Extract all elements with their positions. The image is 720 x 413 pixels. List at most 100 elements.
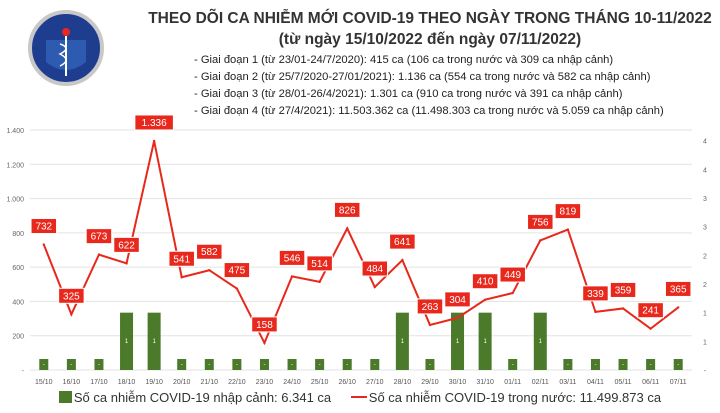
data-label-box xyxy=(278,249,306,266)
bar-imported xyxy=(177,359,187,370)
x-axis-tick: 18/10 xyxy=(118,379,136,386)
stage-2-summary: - Giai đoạn 2 (từ 25/7/2020-27/01/2021):… xyxy=(194,71,651,83)
data-label-box xyxy=(664,280,692,297)
line-point xyxy=(566,228,570,231)
bar-data-label: - xyxy=(650,362,652,368)
right-axis-tick: 1 xyxy=(703,339,707,346)
bar-data-label: 1 xyxy=(483,339,487,345)
bar-imported xyxy=(120,312,134,370)
line-data-label: 673 xyxy=(91,232,108,243)
bar-data-label: 1 xyxy=(539,339,543,345)
bar-imported xyxy=(39,359,49,370)
data-label-box xyxy=(30,218,58,235)
data-label-box xyxy=(306,255,333,272)
bar-imported xyxy=(147,312,161,370)
x-axis-tick: 22/10 xyxy=(228,379,246,386)
x-axis-tick: 17/10 xyxy=(90,379,108,386)
line-domestic xyxy=(42,140,679,346)
line-data-label: 325 xyxy=(63,291,80,302)
bar-data-label: 1 xyxy=(125,339,129,345)
line-point xyxy=(125,262,128,265)
x-axis-tick: 31/10 xyxy=(476,379,494,386)
data-label-box xyxy=(113,236,140,253)
line-data-label: 484 xyxy=(366,264,383,275)
line-data-label: 546 xyxy=(284,253,301,264)
bar-data-label: - xyxy=(319,362,321,368)
x-axis-tick: 03/11 xyxy=(559,379,576,386)
line-data-label: 359 xyxy=(615,285,632,296)
data-label-box xyxy=(389,233,416,250)
line-data-label: 732 xyxy=(35,222,52,233)
line-point xyxy=(152,139,156,143)
left-axis-tick: 800 xyxy=(12,231,24,238)
bar-data-label: 1 xyxy=(456,339,460,345)
line-point xyxy=(180,276,183,279)
data-label-box xyxy=(361,260,389,277)
bar-imported xyxy=(508,359,518,370)
x-axis-tick: 21/10 xyxy=(201,379,219,386)
data-label-box xyxy=(444,291,471,308)
line-point xyxy=(373,285,376,289)
right-axis-tick: 2 xyxy=(703,282,707,289)
x-axis-tick: 15/10 xyxy=(35,379,53,386)
line-point xyxy=(263,341,266,345)
x-axis-tick: 01/11 xyxy=(504,379,521,386)
data-label-box xyxy=(554,203,582,220)
bar-imported xyxy=(425,359,435,370)
data-label-box xyxy=(582,285,609,302)
chart-subtitle: (từ ngày 15/10/2022 đến ngày 07/11/2022) xyxy=(278,31,582,48)
bar-data-label: - xyxy=(291,362,293,368)
line-data-label: 819 xyxy=(560,207,577,218)
bar-data-label: - xyxy=(567,362,569,368)
bar-imported xyxy=(287,359,297,370)
x-axis-tick: 27/10 xyxy=(366,379,384,386)
stage-1-summary: - Giai đoạn 1 (từ 23/01-24/7/2020): 415 … xyxy=(194,54,614,66)
data-label-box xyxy=(637,302,664,319)
line-data-label: 304 xyxy=(449,295,466,306)
bar-imported xyxy=(66,359,76,370)
line-point xyxy=(290,275,294,278)
x-axis-tick: 02/11 xyxy=(532,379,549,386)
left-axis-tick: - xyxy=(22,368,25,375)
bar-data-label: - xyxy=(622,362,624,368)
x-axis-tick: 25/10 xyxy=(311,379,329,386)
line-data-label: 449 xyxy=(504,270,521,281)
legend-label-domestic: Số ca nhiễm COVID-19 trong nước: 11.499.… xyxy=(368,390,662,405)
x-axis-tick: 26/10 xyxy=(338,379,356,386)
bar-data-label: - xyxy=(512,362,514,368)
line-point xyxy=(677,306,680,309)
left-axis-tick: 1.000 xyxy=(6,197,24,204)
legend-line-swatch xyxy=(350,396,367,398)
bar-data-label: - xyxy=(43,362,45,368)
data-label-box xyxy=(527,213,554,230)
legend-label-imported: Số ca nhiễm COVID-19 nhập cảnh: 6.341 ca xyxy=(73,390,332,405)
data-label-box xyxy=(251,316,278,333)
stage-4-summary: - Giai đoạn 4 (từ 27/4/2021): 11.503.362… xyxy=(194,105,664,117)
bar-data-label: - xyxy=(208,362,210,368)
bar-data-label: - xyxy=(594,362,596,368)
line-point xyxy=(649,327,652,330)
line-point xyxy=(208,269,211,272)
line-data-label: 263 xyxy=(422,302,439,313)
ministry-of-health-logo xyxy=(28,10,104,86)
left-axis-tick: 400 xyxy=(12,299,24,306)
data-label-box xyxy=(416,298,444,315)
chart-title: THEO DÕI CA NHIỄM MỚI COVID-19 THEO NGÀY… xyxy=(148,10,712,27)
x-axis-tick: 20/10 xyxy=(173,379,191,386)
bar-imported xyxy=(259,359,269,370)
line-data-label: 541 xyxy=(173,254,190,265)
data-label-box xyxy=(168,250,195,267)
left-axis-tick: 200 xyxy=(12,334,24,341)
stage-3-summary: - Giai đoạn 3 (từ 28/01-26/4/2021): 1.30… xyxy=(194,88,623,100)
data-label-box xyxy=(223,262,251,279)
line-point xyxy=(539,239,542,242)
bar-imported xyxy=(370,359,380,370)
x-axis-tick: 24/10 xyxy=(283,379,301,386)
line-data-label: 410 xyxy=(477,277,494,288)
data-label-box xyxy=(609,281,637,298)
bar-data-label: - xyxy=(374,362,376,368)
bar-data-label: - xyxy=(346,362,348,368)
bar-imported xyxy=(204,359,214,370)
bar-data-label: 1 xyxy=(152,339,156,345)
line-data-label: 582 xyxy=(201,247,218,258)
